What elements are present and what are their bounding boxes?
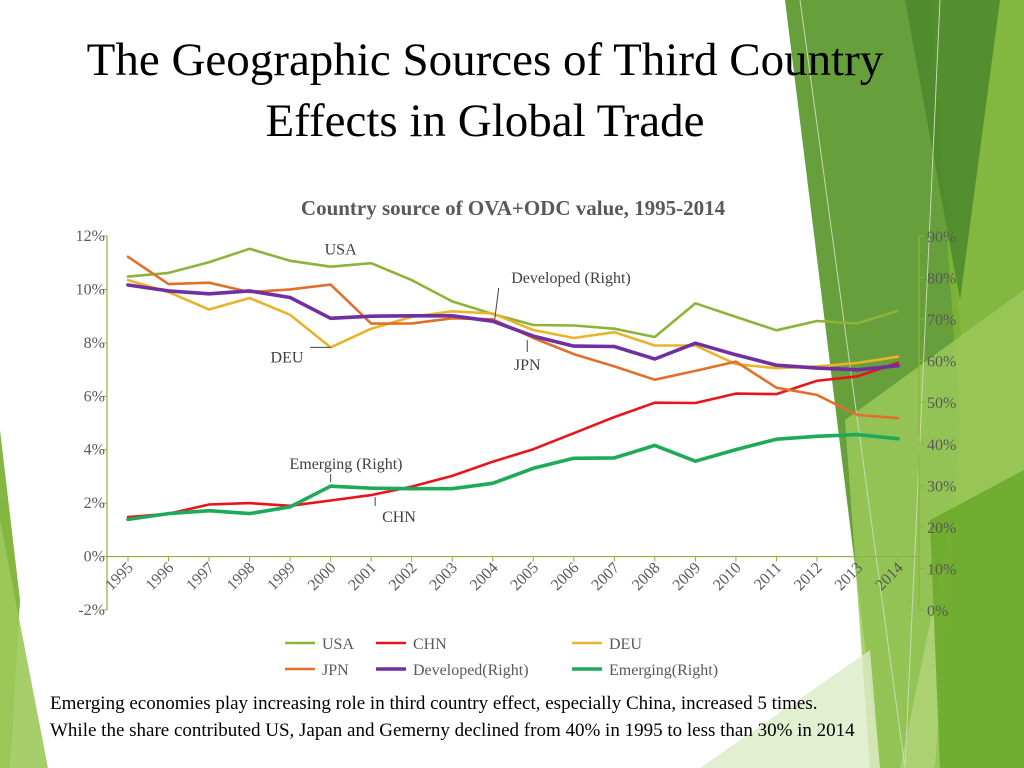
left-axis-tick-label: -2%: [78, 602, 105, 619]
series-line-developed-right: [126, 283, 900, 372]
right-axis-tick-label: 20%: [927, 520, 956, 537]
left-axis-tick-label: 10%: [76, 281, 105, 298]
x-axis-tick-label: 2003: [426, 559, 461, 594]
annotation-developed: Developed (Right): [511, 270, 631, 287]
chart-title: Country source of OVA+ODC value, 1995-20…: [301, 196, 726, 220]
x-axis-tick-label: 2007: [588, 559, 623, 594]
x-axis-tick-label: 2012: [791, 559, 826, 594]
x-axis-tick-label: 2002: [386, 559, 421, 594]
legend-label-deu: DEU: [609, 636, 642, 653]
legend-label-chn: CHN: [413, 636, 447, 653]
right-axis-tick-label: 40%: [927, 437, 956, 454]
chart-series: [126, 247, 900, 522]
x-axis-tick-label: 1997: [183, 559, 218, 594]
series-line-deu: [126, 278, 900, 370]
annotation-chn: CHN: [382, 509, 416, 526]
legend-label-usa: USA: [322, 636, 354, 653]
annotation-emerging: Emerging (Right): [289, 456, 402, 473]
x-axis-tick-label: 2010: [710, 559, 745, 594]
left-axis-tick-label: 0%: [84, 549, 105, 566]
x-axis-tick-label: 2013: [832, 559, 867, 594]
series-line-chn: [126, 361, 900, 519]
right-axis-tick-label: 50%: [927, 395, 956, 412]
x-axis-tick-label: 1996: [143, 559, 178, 594]
right-axis-tick-label: 0%: [927, 603, 948, 620]
right-axis-tick-label: 10%: [927, 561, 956, 578]
left-axis-tick-label: 2%: [84, 495, 105, 512]
annotation-jpn: JPN: [514, 357, 541, 374]
left-axis-tick-label: 6%: [84, 388, 105, 405]
x-axis-tick-label: 2014: [872, 559, 907, 594]
series-line-emerging-right: [126, 432, 900, 522]
x-axis-tick-label: 2000: [305, 559, 340, 594]
x-axis-tick-label: 2009: [670, 559, 705, 594]
x-axis-tick-label: 2001: [345, 559, 380, 594]
left-axis-tick-label: 4%: [84, 442, 105, 459]
annotation-deu: DEU: [271, 349, 304, 366]
x-axis-tick-label: 2004: [467, 559, 502, 594]
series-line-usa: [126, 247, 900, 339]
legend-label-developed-right: Developed(Right): [413, 662, 529, 679]
x-axis-tick-label: 2011: [751, 559, 785, 593]
legend-label-jpn: JPN: [322, 662, 349, 679]
legend-label-emerging-right: Emerging(Right): [609, 662, 718, 679]
x-axis-tick-label: 1999: [264, 559, 299, 594]
annotation-usa: USA: [325, 242, 357, 259]
right-axis-tick-label: 70%: [927, 312, 956, 329]
chart-legend: USA CHN DEU JPN Developed(Right) Emerging(Rig…: [285, 636, 718, 679]
right-axis-tick-label: 80%: [927, 271, 956, 288]
caption-line-2: While the share contributed US, Japan an…: [50, 720, 855, 741]
annotation-developed-leader: [494, 287, 500, 320]
caption-line-1: Emerging economies play increasing role …: [50, 693, 818, 714]
x-axis-tick-label: 1998: [224, 559, 259, 594]
left-axis-tick-label: 12%: [76, 228, 105, 245]
chart-annotations: USA Developed (Right) DEU JPN Emerging (Righ…: [271, 242, 631, 526]
right-axis-tick-label: 60%: [927, 354, 956, 371]
x-axis-tick-label: 2006: [548, 559, 583, 594]
left-axis-tick-label: 8%: [84, 335, 105, 352]
right-axis-tick-label: 30%: [927, 478, 956, 495]
slide-caption: Emerging economies play increasing role …: [50, 690, 1020, 744]
x-axis-tick-label: 2005: [507, 559, 542, 594]
right-axis-tick-label: 90%: [927, 229, 956, 246]
slide-title: The Geographic Sources of Third Country …: [86, 34, 884, 147]
x-axis-tick-label: 2008: [629, 559, 664, 594]
